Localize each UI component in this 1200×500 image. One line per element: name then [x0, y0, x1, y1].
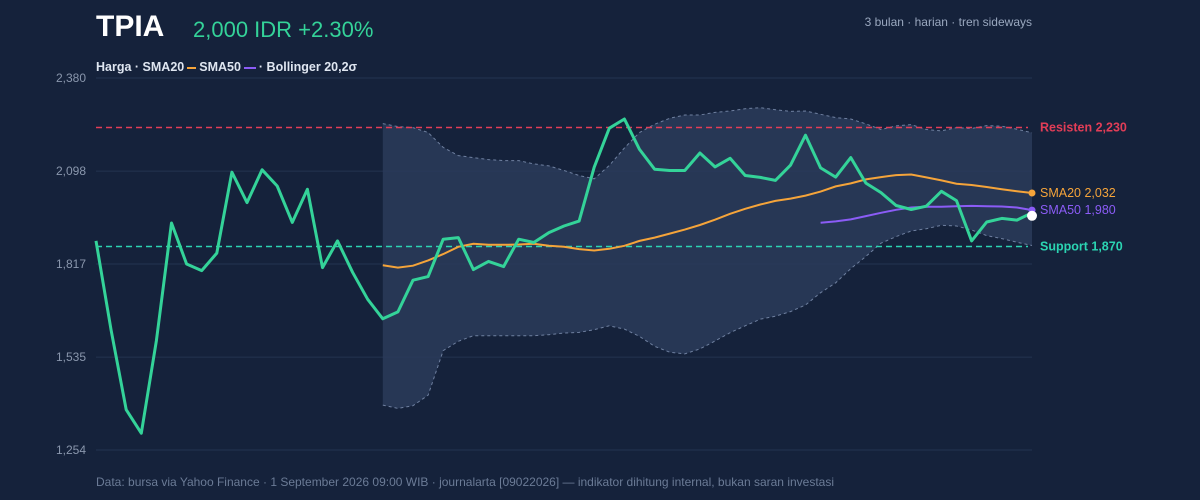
support-label: Support 1,870 [1040, 239, 1123, 253]
sma20-end-dot [1028, 189, 1036, 197]
legend-sma50-swatch [243, 66, 256, 69]
sma20-end-label: SMA20 2,032 [1040, 186, 1116, 200]
sma50-end-label: SMA50 1,980 [1040, 203, 1116, 217]
y-tick-label-3: 2,098 [56, 164, 86, 178]
bollinger-band-fill [382, 107, 1032, 409]
price-change: 2,000 IDR +2.30% [193, 17, 374, 42]
legend-sma20-swatch [187, 66, 197, 69]
bollinger-lower-line [382, 224, 1033, 409]
price-end-dot [1027, 210, 1037, 221]
sma20-line [382, 173, 1033, 269]
legend-bollinger: · Bollinger 20,2σ [258, 60, 358, 74]
ticker-symbol: TPIA [96, 10, 165, 43]
y-tick-label-4: 2,380 [56, 71, 86, 85]
chart-subtitle: 3 bulan · harian · tren sideways [864, 15, 1032, 29]
footer-source: Data: bursa via Yahoo Finance · 1 Septem… [96, 475, 834, 489]
resistance-label: Resisten 2,230 [1040, 121, 1127, 135]
legend-price-sma20: Harga · SMA20 [96, 60, 185, 74]
y-tick-label-0: 1,254 [56, 443, 86, 457]
chart-legend: Harga · SMA20 SMA50 · Bollinger 20,2σ [96, 60, 357, 74]
price-line [94, 117, 1033, 435]
y-tick-label-2: 1,817 [56, 257, 86, 271]
y-tick-label-1: 1,535 [56, 350, 86, 364]
legend-sma50: SMA50 [199, 60, 241, 74]
